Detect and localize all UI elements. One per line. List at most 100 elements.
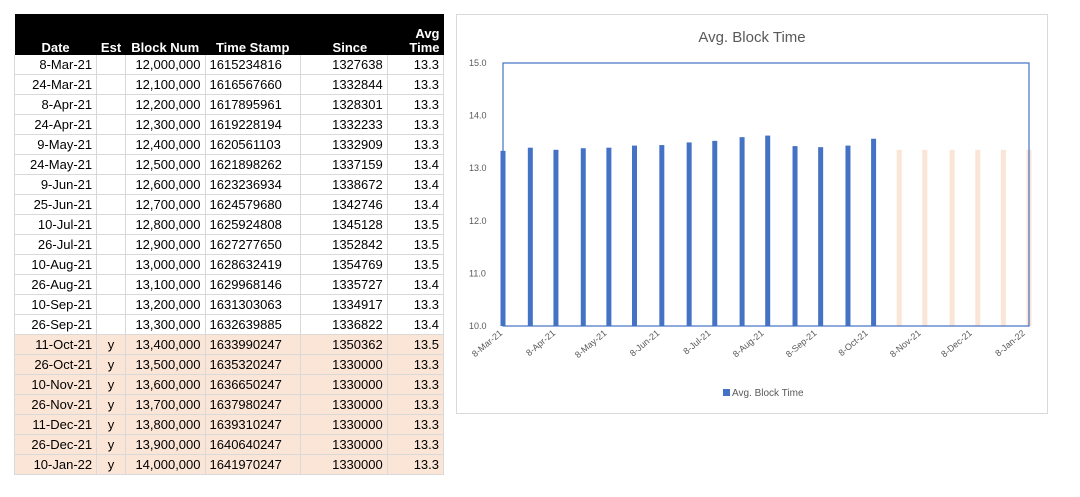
table-row: 8-Apr-21 12,200,000 1617895961 1328301 13.3	[13, 94, 445, 115]
cell-avg-time: 13.4	[387, 314, 445, 335]
cell-est	[96, 214, 126, 235]
cell-since: 1330000	[300, 354, 388, 375]
cell-block-num: 13,000,000	[125, 254, 206, 275]
cell-since: 1330000	[300, 434, 388, 455]
table-row: 11-Oct-21 y 13,400,000 1633990247 1350362 13.…	[13, 334, 445, 355]
cell-block-num: 12,000,000	[125, 55, 206, 75]
table-row: 24-Mar-21 12,100,000 1616567660 1332844 13.3	[13, 74, 445, 95]
table-body: 8-Mar-21 12,000,000 1615234816 1327638 13.3 2…	[13, 55, 445, 475]
cell-block-num: 13,500,000	[125, 354, 206, 375]
cell-block-num: 12,400,000	[125, 134, 206, 155]
cell-time-stamp: 1629968146	[205, 274, 301, 295]
x-tick-label: 8-Jun-21	[628, 328, 662, 358]
bar	[527, 147, 533, 326]
bar	[686, 142, 692, 326]
bar	[632, 145, 637, 326]
table-row: 26-Oct-21 y 13,500,000 1635320247 1330000 13.…	[13, 354, 445, 375]
x-tick-label: 8-Aug-21	[731, 328, 766, 359]
cell-date: 24-Mar-21	[13, 74, 98, 95]
cell-est	[96, 314, 126, 335]
cell-date: 10-Sep-21	[13, 294, 98, 315]
chart-title: Avg. Block Time	[698, 29, 805, 46]
cell-date: 26-Sep-21	[13, 314, 98, 335]
y-tick-label: 14.0	[469, 111, 487, 121]
x-tick-label: 8-Mar-21	[470, 328, 504, 359]
cell-date: 24-Apr-21	[13, 114, 98, 135]
cell-since: 1330000	[300, 414, 388, 435]
cell-time-stamp: 1616567660	[205, 74, 301, 95]
header-date: Date	[14, 14, 97, 55]
legend-label: Avg. Block Time	[732, 388, 804, 399]
cell-date: 26-Oct-21	[13, 354, 98, 375]
cell-date: 10-Jan-22	[13, 454, 98, 475]
cell-block-num: 12,100,000	[125, 74, 206, 95]
cell-date: 26-Jul-21	[13, 234, 98, 255]
table-row: 26-Dec-21 y 13,900,000 1640640247 1330000 13.…	[13, 434, 445, 455]
cell-avg-time: 13.5	[387, 234, 445, 255]
cell-block-num: 13,700,000	[125, 394, 206, 415]
cell-since: 1336822	[300, 314, 388, 335]
cell-since: 1335727	[300, 274, 388, 295]
table-row: 10-Sep-21 13,200,000 1631303063 1334917 13.3	[13, 294, 445, 315]
cell-time-stamp: 1639310247	[205, 414, 301, 435]
cell-avg-time: 13.3	[387, 74, 445, 95]
cell-est	[96, 114, 126, 135]
cell-avg-time: 13.3	[387, 55, 445, 75]
cell-time-stamp: 1636650247	[205, 374, 301, 395]
cell-date: 8-Apr-21	[13, 94, 98, 115]
x-tick-label: 8-Jan-22	[993, 328, 1027, 358]
cell-est	[96, 55, 126, 75]
x-tick-label: 8-Dec-21	[939, 328, 974, 359]
cell-est: y	[96, 394, 126, 415]
header-avg-line1: Avg	[415, 26, 440, 41]
cell-block-num: 12,800,000	[125, 214, 206, 235]
cell-block-num: 13,100,000	[125, 274, 206, 295]
header-avg-line2: Time	[409, 40, 440, 55]
legend-swatch	[723, 389, 730, 396]
cell-date: 10-Aug-21	[13, 254, 98, 275]
header-since: Since	[300, 14, 388, 55]
cell-avg-time: 13.4	[387, 154, 445, 175]
y-tick-label: 15.0	[469, 58, 487, 68]
cell-avg-time: 13.3	[387, 454, 445, 475]
bar	[580, 148, 586, 326]
cell-avg-time: 13.4	[387, 194, 445, 215]
cell-since: 1350362	[300, 334, 388, 355]
cell-time-stamp: 1640640247	[205, 434, 301, 455]
cell-block-num: 13,400,000	[125, 334, 206, 355]
cell-avg-time: 13.3	[387, 294, 445, 315]
table-row: 25-Jun-21 12,700,000 1624579680 1342746 13.4	[13, 194, 445, 215]
cell-since: 1334917	[300, 294, 388, 315]
cell-avg-time: 13.4	[387, 274, 445, 295]
chart-container: Avg. Block Time 10.0 11.0 12.0 13.0 14.0 15.0 8…	[456, 14, 1048, 414]
cell-avg-time: 13.3	[387, 134, 445, 155]
cell-block-num: 13,800,000	[125, 414, 206, 435]
x-tick-label: 8-Nov-21	[888, 328, 923, 359]
cell-since: 1337159	[300, 154, 388, 175]
table-row: 10-Jan-22 y 14,000,000 1641970247 1330000 13.…	[13, 454, 445, 475]
cell-since: 1338672	[300, 174, 388, 195]
cell-date: 26-Nov-21	[13, 394, 98, 415]
cell-avg-time: 13.3	[387, 434, 445, 455]
cell-est: y	[96, 354, 126, 375]
cell-since: 1332844	[300, 74, 388, 95]
cell-time-stamp: 1632639885	[205, 314, 301, 335]
cell-date: 10-Jul-21	[13, 214, 98, 235]
cell-avg-time: 13.3	[387, 414, 445, 435]
cell-est	[96, 294, 126, 315]
cell-block-num: 12,900,000	[125, 234, 206, 255]
cell-since: 1330000	[300, 394, 388, 415]
table-header-row: Date Est Block Num Time Stamp Since Avg T…	[14, 14, 444, 55]
table-row: 10-Nov-21 y 13,600,000 1636650247 1330000 13.…	[13, 374, 445, 395]
cell-est	[96, 134, 126, 155]
bar	[765, 135, 771, 326]
y-tick-label: 13.0	[469, 163, 487, 173]
avg-block-time-chart: Avg. Block Time 10.0 11.0 12.0 13.0 14.0 15.0 8…	[469, 29, 1032, 399]
x-tick-label: 8-Sep-21	[784, 328, 819, 359]
cell-since: 1330000	[300, 374, 388, 395]
cell-time-stamp: 1627277650	[205, 234, 301, 255]
bar-estimated	[975, 149, 981, 326]
cell-date: 11-Oct-21	[13, 334, 98, 355]
cell-time-stamp: 1619228194	[205, 114, 301, 135]
y-tick-label: 10.0	[469, 321, 487, 331]
